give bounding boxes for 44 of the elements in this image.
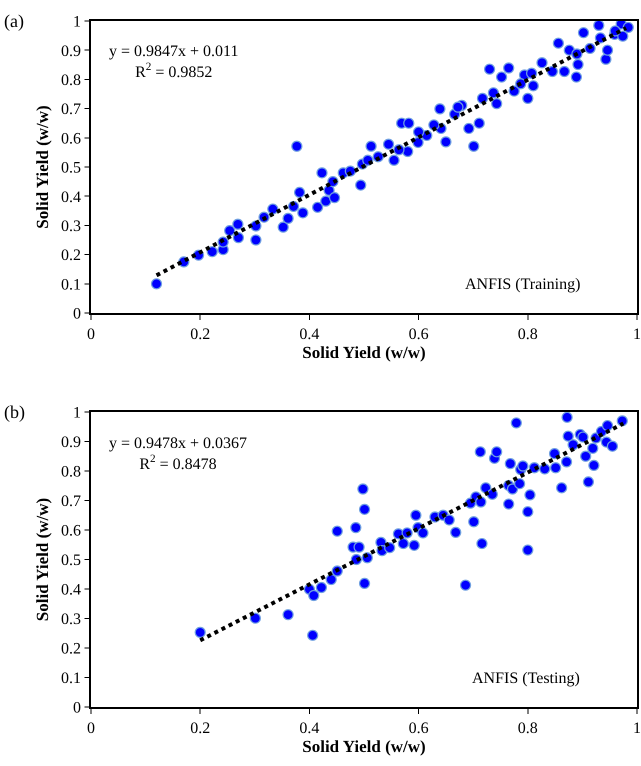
x-tick-label: 0.6 [408, 720, 429, 737]
y-tick-label: 0.7 [61, 101, 82, 118]
y-tick-label: 1 [73, 404, 82, 422]
y-tick-label: 0.2 [61, 640, 82, 658]
y-tick-label: 0.3 [61, 218, 82, 235]
x-tick-label: 0.2 [190, 720, 210, 737]
x-tick-label: 0 [87, 326, 95, 343]
annotation: ANFIS (Testing) [472, 670, 580, 687]
annotation: ANFIS (Training) [465, 276, 580, 293]
y-tick-label: 1 [73, 14, 82, 31]
x-axis-title: Solid Yield (w/w) [302, 736, 426, 756]
y-tick-label: 0.9 [61, 42, 82, 60]
y-tick-label: 0.3 [61, 611, 82, 628]
y-axis-title: Solid Yield (w/w) [33, 498, 52, 622]
y-tick-label: 0.8 [61, 464, 82, 481]
annotation: y = 0.9478x + 0.0367 R$^{2}$ = 0.8478 [109, 435, 248, 473]
x-axis-title: Solid Yield (w/w) [302, 342, 426, 362]
y-tick-label: 0.5 [61, 552, 82, 570]
x-tick-label: 0.4 [299, 720, 320, 737]
y-axis-title: Solid Yield (w/w) [33, 105, 52, 229]
x-tick-label: 0.4 [299, 326, 320, 343]
y-tick-label: 0.1 [61, 670, 82, 688]
y-tick-label: 0 [73, 306, 82, 323]
y-tick-label: 0.8 [61, 72, 82, 89]
y-tick-label: 0.6 [61, 130, 82, 148]
x-tick-label: 0.2 [190, 326, 210, 343]
y-tick-label: 0.1 [61, 276, 82, 294]
chart-title: (a) [4, 11, 24, 31]
x-tick-label: 0.6 [408, 326, 429, 343]
x-tick-label: 0.8 [518, 326, 538, 343]
x-tick-label: 0 [87, 720, 95, 737]
y-tick-label: 0 [73, 700, 82, 717]
y-tick-label: 0.2 [61, 247, 82, 264]
y-tick-label: 0.6 [61, 522, 82, 540]
annotation: y = 0.9847x + 0.011 R$^{2}$ = 0.9852 [109, 43, 238, 81]
y-tick-label: 0.9 [61, 434, 82, 452]
x-tick-label: 1 [633, 326, 641, 343]
y-tick-label: 0.5 [61, 160, 82, 177]
y-tick-label: 0.4 [61, 582, 82, 599]
x-tick-label: 1 [633, 720, 641, 737]
x-tick-label: 0.8 [518, 720, 538, 737]
y-tick-label: 0.7 [61, 493, 82, 510]
chart-title: (b) [4, 402, 25, 422]
y-tick-label: 0.4 [61, 188, 82, 206]
